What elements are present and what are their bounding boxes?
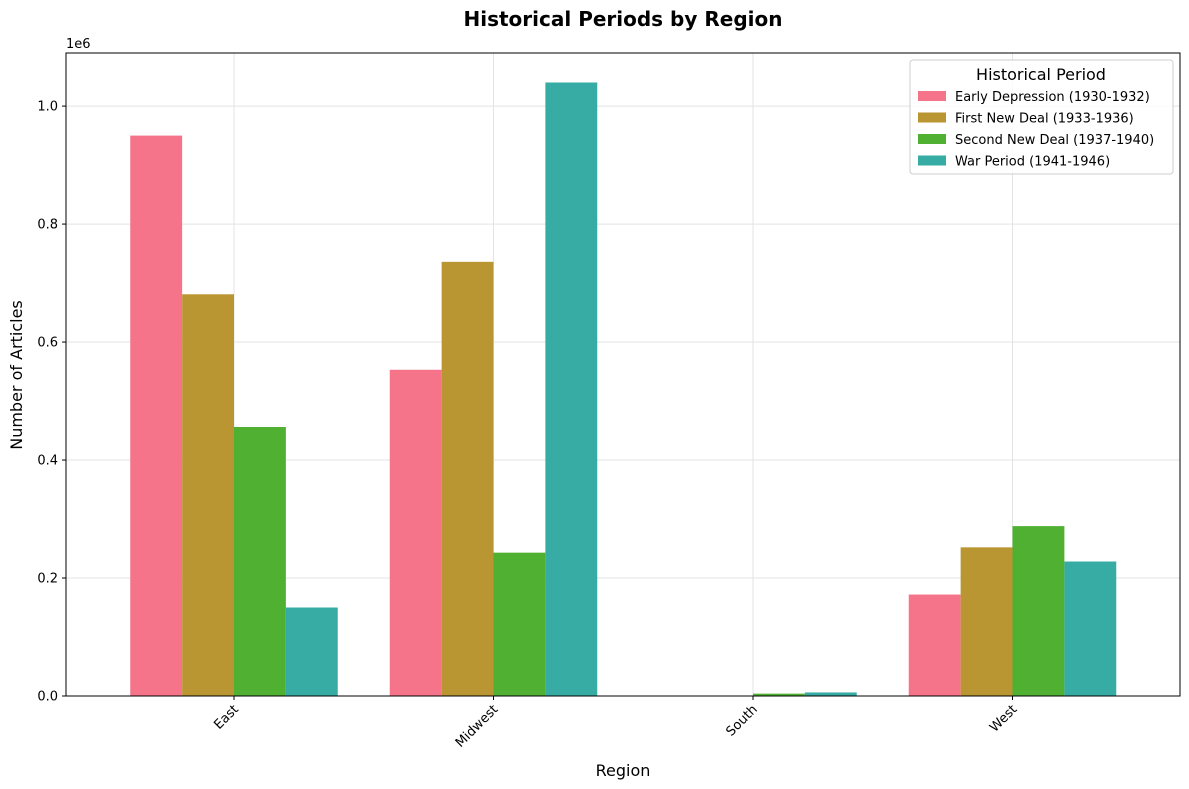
x-axis-label: Region: [596, 761, 651, 780]
legend-swatch: [918, 91, 946, 101]
bar: [1064, 561, 1117, 696]
bars-layer: [130, 82, 1117, 696]
legend-items: Early Depression (1930-1932) First New De…: [918, 90, 1154, 170]
bar: [753, 693, 805, 696]
bar: [960, 547, 1013, 696]
bar: [545, 82, 598, 696]
bar: [493, 552, 546, 696]
y-tick-label: 0.6: [37, 336, 58, 351]
bar: [234, 427, 286, 696]
bar: [182, 294, 234, 696]
bar: [804, 692, 857, 696]
legend-swatch: [918, 134, 946, 144]
bar: [285, 607, 338, 696]
legend-label: Second New Deal (1937-1940): [955, 133, 1154, 148]
y-tick-label: 1.0: [37, 100, 58, 115]
bar: [908, 594, 961, 696]
legend-swatch: [918, 112, 946, 123]
legend-title: Historical Period: [976, 65, 1106, 84]
y-axis-label: Number of Articles: [7, 300, 26, 450]
bar: [389, 369, 442, 696]
legend-label: Early Depression (1930-1932): [955, 90, 1150, 105]
y-tick-label: 0.8: [37, 218, 58, 233]
legend-swatch: [918, 155, 946, 166]
plot-frame: [65, 52, 1181, 697]
y-tick-label: 0.2: [37, 572, 58, 587]
y-tick-label: 0.4: [37, 454, 58, 469]
legend-label: War Period (1941-1946): [955, 155, 1110, 170]
legend-label: First New Deal (1933-1936): [955, 112, 1134, 127]
chart-title: Historical Periods by Region: [464, 7, 783, 31]
y-axis-offset-label: 1e6: [66, 37, 91, 52]
bar: [441, 261, 494, 696]
bar: [1012, 526, 1065, 696]
bar: [130, 135, 183, 696]
legend: Historical Period Early Depression (1930…: [909, 59, 1174, 175]
y-tick-label: 0.0: [37, 690, 58, 705]
legend-box: [909, 59, 1174, 175]
